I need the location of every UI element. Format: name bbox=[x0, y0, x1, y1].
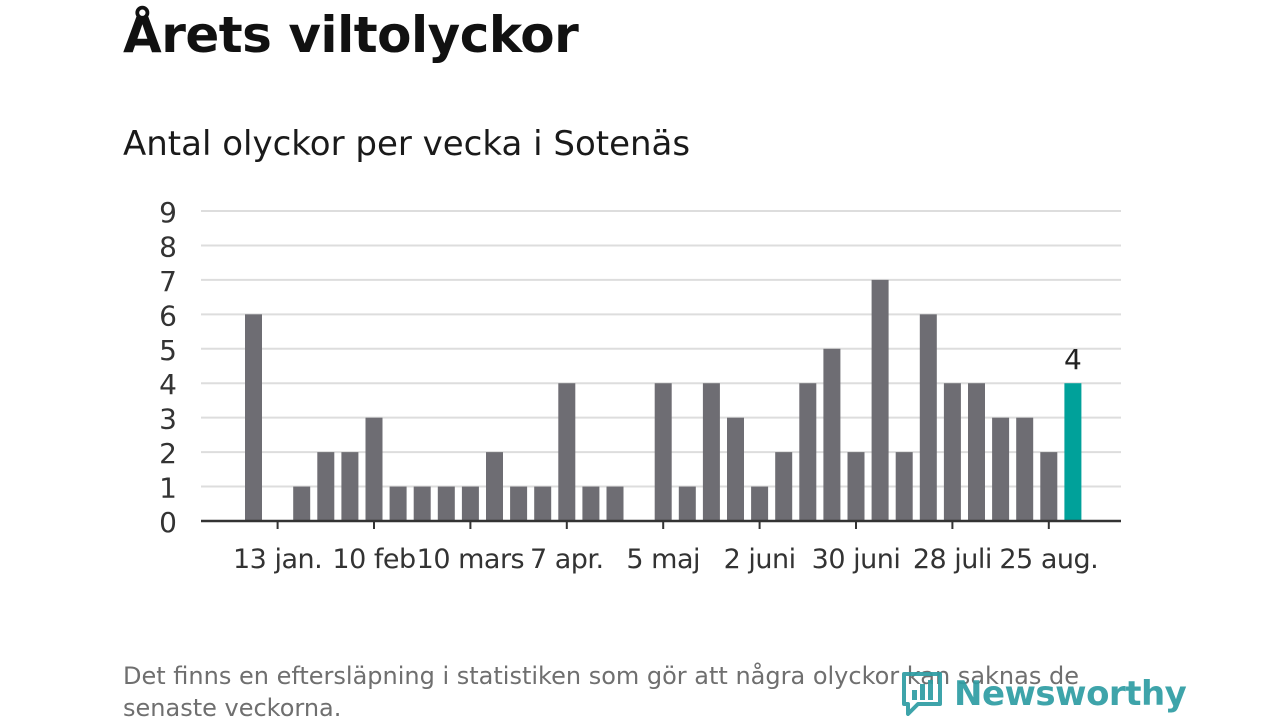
bar bbox=[799, 383, 817, 521]
bar bbox=[582, 486, 600, 521]
x-tick-label: 30 juni bbox=[812, 544, 901, 575]
bar bbox=[943, 383, 961, 521]
y-tick-label: 3 bbox=[159, 403, 177, 436]
bar bbox=[534, 486, 552, 521]
bar bbox=[510, 486, 528, 521]
x-tick-label: 13 jan. bbox=[233, 544, 322, 575]
bar bbox=[1040, 452, 1058, 521]
y-tick-label: 1 bbox=[159, 472, 177, 505]
bar bbox=[919, 314, 937, 521]
bar bbox=[558, 383, 576, 521]
bar bbox=[413, 486, 431, 521]
y-tick-label: 6 bbox=[159, 299, 177, 332]
chart-subtitle: Antal olyckor per vecka i Sotenäs bbox=[123, 124, 691, 164]
x-axis-tick-labels: 13 jan. 10 feb 10 mars 7 apr. 5 maj 2 juni 30 … bbox=[233, 544, 1099, 575]
data-labels: 4 bbox=[1064, 343, 1082, 376]
x-tick-label: 5 maj bbox=[626, 544, 700, 575]
bar bbox=[654, 383, 672, 521]
bar bbox=[389, 486, 407, 521]
x-tick-label: 28 juli bbox=[913, 544, 992, 575]
bar bbox=[437, 486, 455, 521]
bar bbox=[751, 486, 769, 521]
bar bbox=[775, 452, 793, 521]
x-axis bbox=[201, 519, 1121, 529]
bar bbox=[293, 486, 311, 521]
bar bbox=[341, 452, 359, 521]
bar bbox=[606, 486, 624, 521]
bar bbox=[847, 452, 865, 521]
y-tick-label: 4 bbox=[159, 368, 177, 401]
bar bbox=[992, 417, 1010, 521]
newsworthy-logo: Newsworthy bbox=[900, 668, 1187, 720]
bar bbox=[1016, 417, 1034, 521]
chart-title: Årets viltolyckor bbox=[123, 6, 579, 64]
bar bbox=[365, 417, 383, 521]
newsworthy-logo-icon bbox=[902, 672, 942, 716]
x-tick-label: 25 aug. bbox=[999, 544, 1098, 575]
bar bbox=[823, 348, 841, 521]
y-tick-label: 0 bbox=[159, 506, 177, 539]
bar bbox=[968, 383, 985, 521]
bar bbox=[245, 314, 262, 521]
newsworthy-logo-text: Newsworthy bbox=[954, 674, 1187, 714]
y-tick-label: 7 bbox=[159, 265, 177, 298]
bar bbox=[461, 486, 479, 521]
bar bbox=[895, 452, 913, 521]
highlight-data-label: 4 bbox=[1064, 343, 1082, 376]
x-tick-label: 10 feb bbox=[332, 544, 415, 575]
x-tick-label: 10 mars bbox=[417, 544, 524, 575]
x-tick-label: 2 juni bbox=[724, 544, 796, 575]
y-tick-label: 9 bbox=[159, 196, 177, 229]
bar bbox=[871, 279, 889, 521]
bar bbox=[486, 452, 503, 521]
bar bbox=[678, 486, 696, 521]
y-tick-label: 8 bbox=[159, 230, 177, 263]
bars bbox=[245, 279, 1082, 521]
bar bbox=[317, 452, 335, 521]
bar bbox=[702, 383, 720, 521]
y-tick-label: 2 bbox=[159, 437, 177, 470]
x-tick-label: 7 apr. bbox=[530, 544, 604, 575]
y-tick-label: 5 bbox=[159, 334, 177, 367]
bar bbox=[727, 417, 744, 521]
bar-highlighted bbox=[1064, 383, 1082, 521]
